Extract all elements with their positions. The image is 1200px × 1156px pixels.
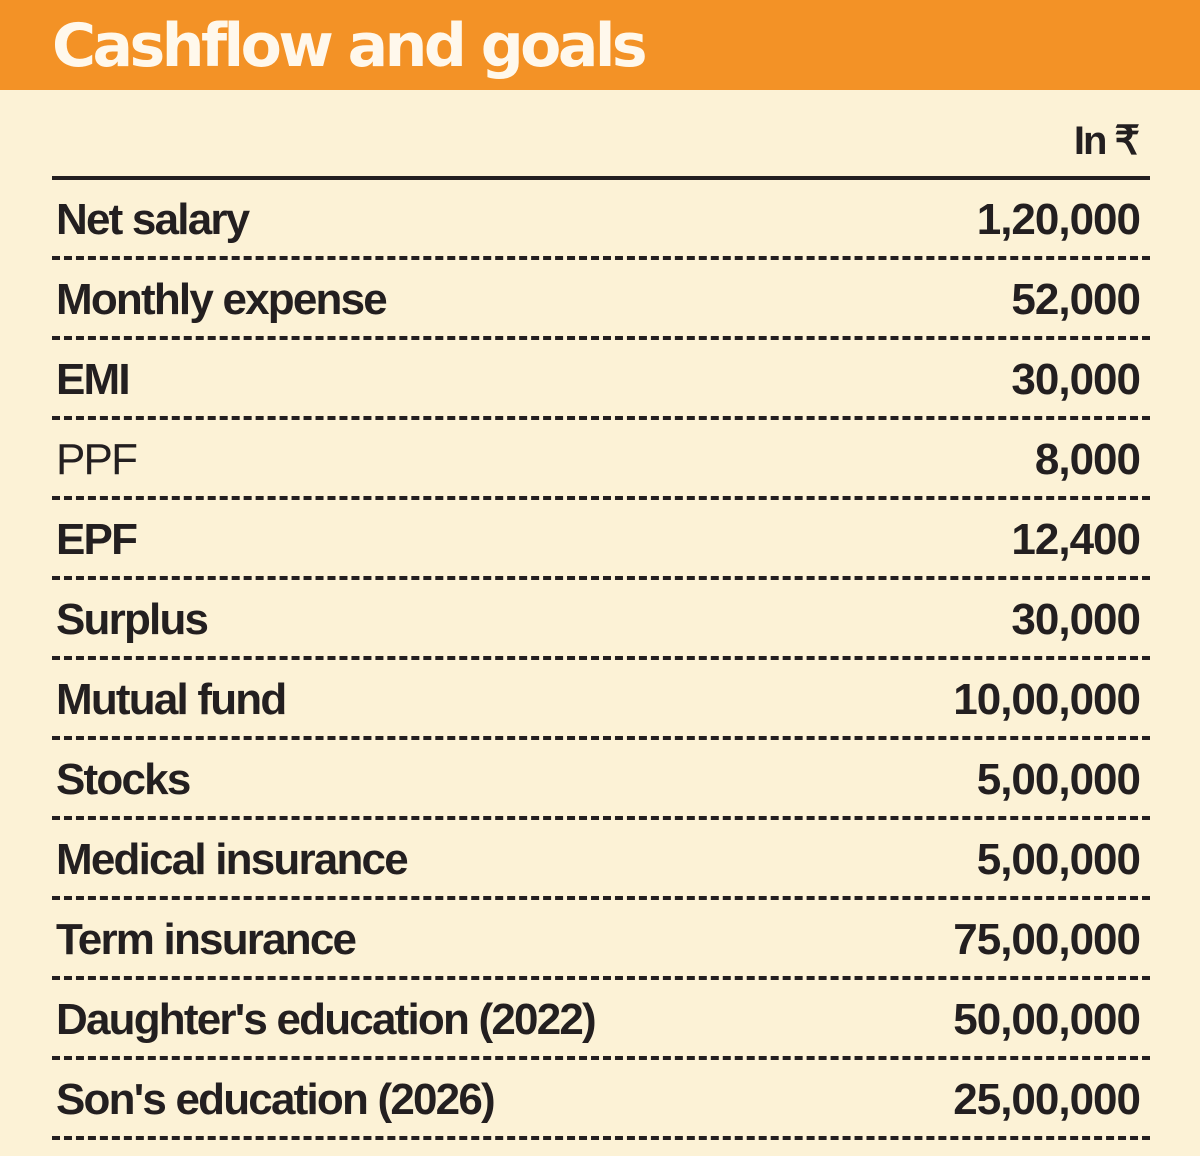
table-row-ppf: PPF 8,000: [52, 420, 1150, 500]
row-value: 75,00,000: [953, 915, 1141, 964]
row-label: EPF: [56, 515, 138, 564]
row-value: 5,00,000: [976, 755, 1141, 804]
row-value: 1,20,000: [976, 195, 1141, 244]
row-label: Stocks: [56, 755, 191, 804]
row-value: 12,400: [1011, 515, 1141, 564]
table-row-emi: EMI 30,000: [52, 340, 1150, 420]
row-label: EMI: [56, 355, 131, 404]
row-value: 52,000: [1011, 275, 1141, 324]
table-row-surplus: Surplus 30,000: [52, 580, 1150, 660]
row-value: 30,000: [1011, 595, 1141, 644]
row-value: 10,00,000: [953, 675, 1141, 724]
row-value: 8,000: [1034, 435, 1141, 484]
unit-note: In ₹: [1073, 119, 1140, 163]
row-label: Mutual fund: [56, 675, 287, 724]
row-label: PPF: [56, 435, 138, 484]
row-label: Monthly expense: [56, 275, 388, 324]
row-label: Surplus: [56, 595, 209, 644]
cashflow-table: Net salary 1,20,000 Monthly expense 52,0…: [52, 176, 1150, 1140]
table-row-epf: EPF 12,400: [52, 500, 1150, 580]
row-value: 30,000: [1011, 355, 1141, 404]
row-value: 25,00,000: [953, 1075, 1141, 1124]
row-label: Daughter's education (2022): [56, 995, 597, 1044]
row-label: Medical insurance: [56, 835, 409, 884]
table-row-term-insurance: Term insurance 75,00,000: [52, 900, 1150, 980]
table-row-net-salary: Net salary 1,20,000: [52, 180, 1150, 260]
row-label: Term insurance: [56, 915, 357, 964]
page-title: Cashflow and goals: [52, 11, 648, 81]
row-label: Net salary: [56, 195, 250, 244]
table-row-daughters-education: Daughter's education (2022) 50,00,000: [52, 980, 1150, 1060]
row-value: 50,00,000: [953, 995, 1141, 1044]
row-value: 5,00,000: [976, 835, 1141, 884]
table-row-stocks: Stocks 5,00,000: [52, 740, 1150, 820]
table-row-sons-education: Son's education (2026) 25,00,000: [52, 1060, 1150, 1140]
table-row-monthly-expense: Monthly expense 52,000: [52, 260, 1150, 340]
table-row-medical-insurance: Medical insurance 5,00,000: [52, 820, 1150, 900]
table-row-mutual-fund: Mutual fund 10,00,000: [52, 660, 1150, 740]
title-banner: Cashflow and goals: [0, 0, 1200, 90]
row-label: Son's education (2026): [56, 1075, 496, 1124]
